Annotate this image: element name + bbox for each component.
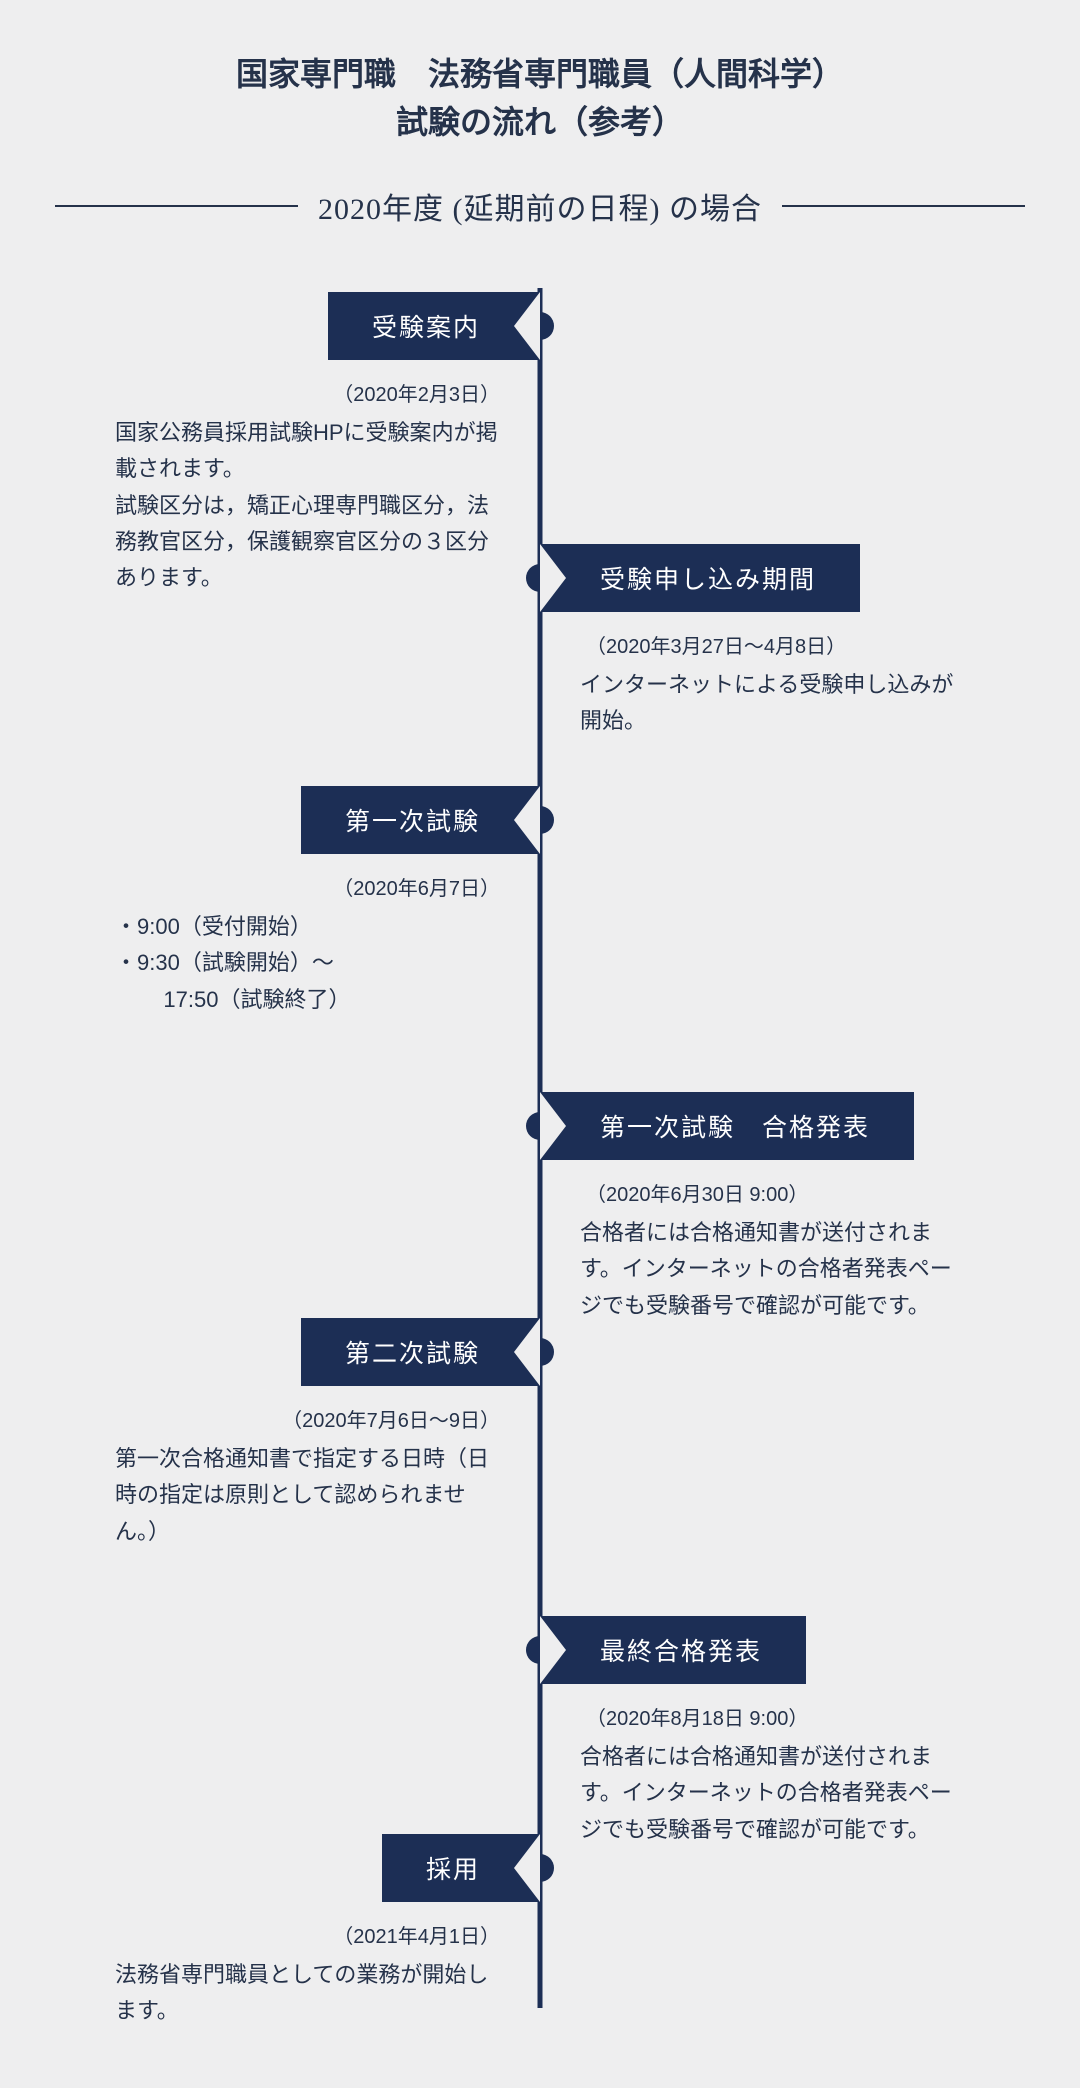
timeline-flag: 第一次試験 (301, 786, 540, 854)
bullet-line: ・9:30（試験開始）～ 17:50（試験終了） (115, 945, 500, 1018)
timeline-flag: 第二次試験 (301, 1318, 540, 1386)
timeline-date: （2020年6月30日 9:00） (580, 1178, 965, 1207)
timeline-date: （2020年8月18日 9:00） (580, 1702, 965, 1731)
timeline-flag: 第一次試験 合格発表 (540, 1092, 914, 1160)
timeline-description: 国家公務員採用試験HPに受験案内が掲載されます。試験区分は，矯正心理専門職区分，… (115, 415, 500, 596)
timeline-description: 第一次合格通知書で指定する日時（日時の指定は原則として認められません。） (115, 1441, 500, 1550)
timeline-date: （2021年4月1日） (115, 1920, 500, 1949)
timeline-item: 第一次試験 合格発表（2020年6月30日 9:00）合格者には合格通知書が送付… (580, 1126, 965, 1324)
timeline-flag: 最終合格発表 (540, 1616, 806, 1684)
timeline-date: （2020年6月7日） (115, 872, 500, 901)
title-line-2: 試験の流れ（参考） (396, 104, 684, 140)
timeline-description: インターネットによる受験申し込みが開始。 (580, 667, 965, 740)
timeline-flag: 受験申し込み期間 (540, 544, 860, 612)
title-line-1: 国家専門職 法務省専門職員（人間科学） (236, 56, 844, 92)
timeline-description: ・9:00（受付開始）・9:30（試験開始）～ 17:50（試験終了） (115, 909, 500, 1018)
timeline-description: 合格者には合格通知書が送付されます。インターネットの合格者発表ページでも受験番号… (580, 1739, 965, 1848)
subtitle-row: 2020年度 (延期前の日程) の場合 (55, 184, 1025, 228)
divider-line-right (782, 205, 1025, 207)
page-title: 国家専門職 法務省専門職員（人間科学） 試験の流れ（参考） (0, 50, 1080, 146)
timeline-content: （2020年2月3日） 国家公務員採用試験HPに受験案内が掲載されます。試験区分は… (115, 326, 500, 596)
bullet-line: ・9:00（受付開始） (115, 909, 500, 945)
timeline-date: （2020年7月6日～9日） (115, 1404, 500, 1433)
timeline-flag: 受験案内 (328, 292, 540, 360)
timeline-item: 受験申し込み期間（2020年3月27日～4月8日）インターネットによる受験申し込… (580, 578, 965, 740)
timeline-item: 最終合格発表（2020年8月18日 9:00）合格者には合格通知書が送付されます… (580, 1650, 965, 1848)
subtitle-text: 2020年度 (延期前の日程) の場合 (318, 184, 762, 228)
timeline-date: （2020年2月3日） (115, 378, 500, 407)
timeline-item: 受験案内（2020年2月3日）国家公務員採用試験HPに受験案内が掲載されます。試… (115, 326, 500, 596)
timeline-item: 第二次試験（2020年7月6日～9日）第一次合格通知書で指定する日時（日時の指定… (115, 1352, 500, 1550)
timeline-description: 合格者には合格通知書が送付されます。インターネットの合格者発表ページでも受験番号… (580, 1215, 965, 1324)
timeline-item: 第一次試験（2020年6月7日）・9:00（受付開始）・9:30（試験開始）～ … (115, 820, 500, 1018)
divider-line-left (55, 205, 298, 207)
timeline: 受験案内 （2020年2月3日） 国家公務員採用試験HPに受験案内が掲載されます。試… (100, 288, 980, 2008)
timeline-description: 法務省専門職員としての業務が開始します。 (115, 1957, 500, 2030)
page-container: 国家専門職 法務省専門職員（人間科学） 試験の流れ（参考） 2020年度 (延期… (0, 0, 1080, 2088)
timeline-item: 採用（2021年4月1日）法務省専門職員としての業務が開始します。 (115, 1868, 500, 2030)
timeline-date: （2020年3月27日～4月8日） (580, 630, 965, 659)
timeline-flag: 採用 (382, 1834, 540, 1902)
